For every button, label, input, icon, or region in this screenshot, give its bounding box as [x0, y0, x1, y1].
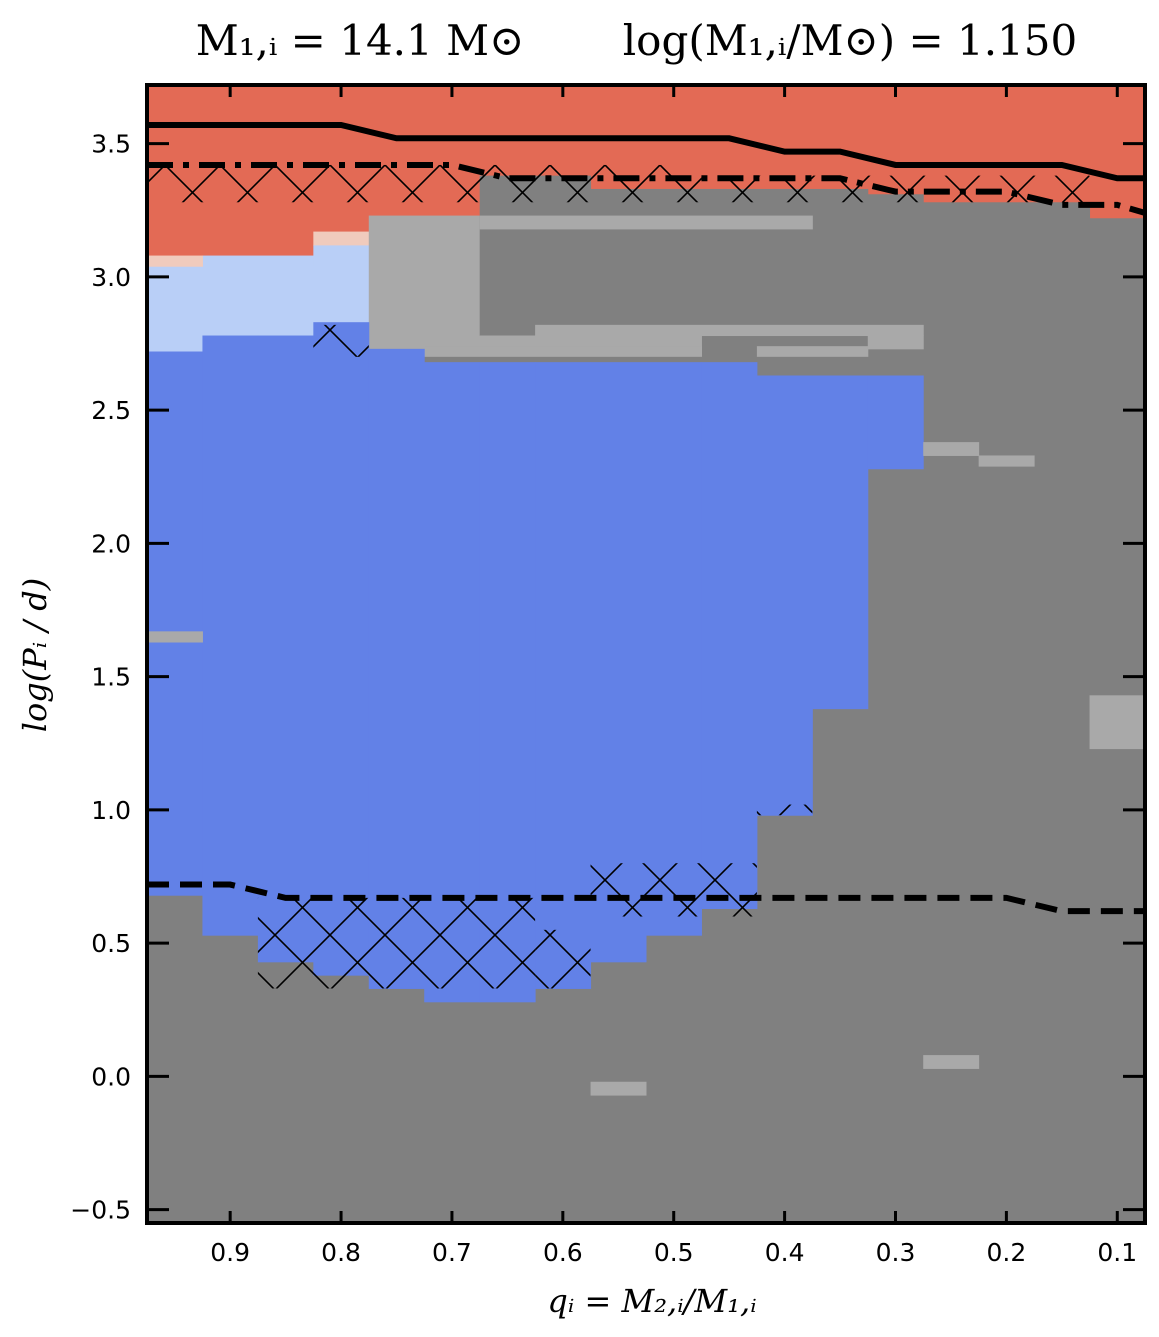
x-tick-label: 0.3: [876, 1238, 916, 1267]
heatmap-cell-blue: [202, 335, 259, 936]
hatched-region: [535, 929, 591, 989]
chart-title-logmass: log(M₁,ᵢ/M⊙) = 1.150: [623, 16, 1078, 65]
heatmap-cell-lightgray: [147, 631, 203, 643]
hatched-region: [590, 863, 757, 917]
heatmap-cell-blue: [756, 375, 813, 816]
y-tick-label: 3.5: [91, 130, 131, 159]
y-tick-label: −0.5: [70, 1196, 131, 1225]
heatmap-cell-blue: [867, 375, 924, 470]
x-tick-label: 0.7: [432, 1238, 472, 1267]
heatmap-cell-pink: [147, 255, 203, 267]
y-tick-label: 1.0: [91, 796, 131, 825]
x-tick-label: 0.1: [1097, 1238, 1137, 1267]
x-tick-label: 0.5: [654, 1238, 694, 1267]
heatmap-cell-blue: [590, 362, 647, 963]
heatmap-cell-lightblue: [313, 244, 370, 267]
heatmap-cell-blue: [535, 362, 592, 989]
heatmap-cell-lightgray: [368, 215, 481, 358]
heatmap-cell-lightgray: [479, 215, 813, 230]
x-tick-label: 0.4: [765, 1238, 805, 1267]
y-tick-label: 2.5: [91, 396, 131, 425]
x-tick-label: 0.9: [210, 1238, 250, 1267]
hatched-region: [313, 324, 369, 357]
heatmap-cell-blue: [812, 375, 869, 710]
heatmap-cell-darkgray: [479, 175, 592, 337]
heatmap-cell-lightblue: [202, 255, 314, 267]
heatmap-cell-pink: [313, 231, 370, 246]
y-tick-label: 1.5: [91, 663, 131, 692]
heatmap-cell-lightgray: [978, 455, 1035, 467]
x-tick-label: 0.8: [321, 1238, 361, 1267]
heatmap-cell-darkgray: [1089, 218, 1145, 358]
heatmap-cell-blue: [368, 348, 425, 989]
series-line-dashed: [147, 881, 1145, 915]
heatmap-cell-darkgray: [923, 202, 1091, 358]
heatmap-cell-blue: [257, 335, 314, 963]
heatmap-cell-lightgray: [1089, 695, 1145, 750]
heatmap-cell-blue: [313, 322, 370, 976]
hatched-region: [257, 897, 536, 989]
series-lines: [147, 121, 1145, 915]
axis-ticks: [147, 85, 1145, 1223]
heatmap-cell-blue: [646, 362, 702, 936]
heatmap-cell-lightgray: [535, 324, 924, 337]
y-tick-labels: −0.5 0.0 0.5 1.0 1.5 2.0 2.5 3.0 3.5: [70, 130, 131, 1225]
chart-title-mass: M₁,ᵢ = 14.1 M⊙: [196, 16, 525, 65]
plot-frame: [145, 83, 1147, 1225]
heatmap-cell-lightgray: [590, 1081, 647, 1096]
heatmap-cell-lightgray: [923, 1055, 980, 1069]
y-tick-label: 3.0: [91, 263, 131, 292]
x-axis-label: qᵢ = M₂,ᵢ/M₁,ᵢ: [547, 1282, 756, 1320]
series-line-dashdot: [147, 161, 1145, 216]
y-tick-label: 2.0: [91, 529, 131, 558]
heatmap-cell-blue: [147, 351, 203, 896]
x-tick-labels: 0.9 0.8 0.7 0.6 0.5 0.4 0.3 0.2 0.1: [210, 1238, 1137, 1267]
heatmap-cell-lightgray: [867, 335, 924, 350]
series-line-solid: [147, 121, 1145, 182]
hatched-region: [756, 804, 813, 816]
hatched-regions: [147, 164, 1090, 989]
heatmap-cell-blue: [701, 362, 758, 910]
x-tick-label: 0.2: [987, 1238, 1027, 1267]
x-tick-label: 0.6: [543, 1238, 583, 1267]
heatmap-cell-lightgray: [923, 442, 980, 456]
heatmap-cells: [147, 85, 1145, 1223]
y-axis-label: log(Pᵢ / d): [16, 578, 54, 733]
y-tick-label: 0.0: [91, 1062, 131, 1091]
hatched-region: [147, 164, 702, 203]
y-tick-label: 0.5: [91, 929, 131, 958]
